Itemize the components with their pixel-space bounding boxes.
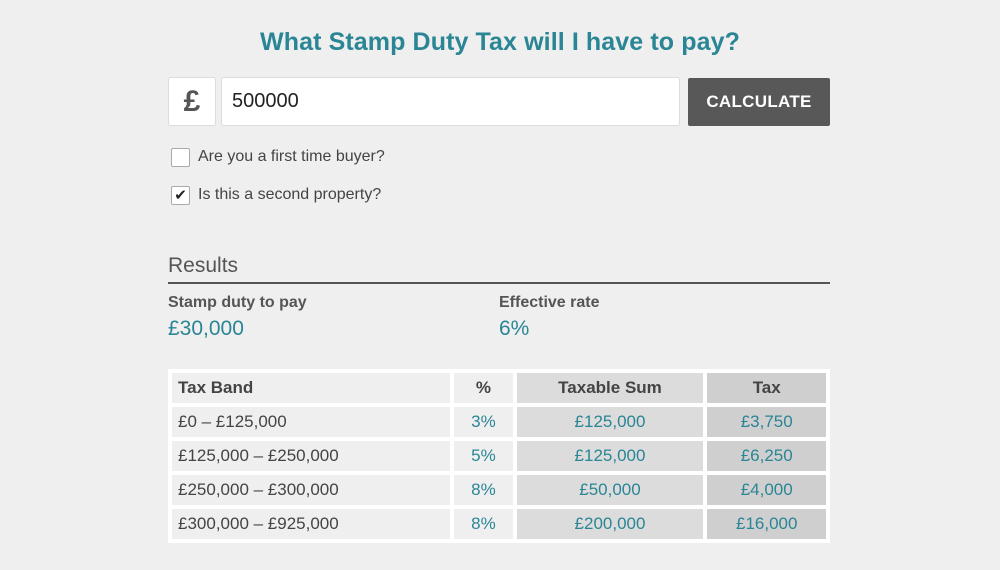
band-cell: £0 – £125,000 bbox=[172, 407, 451, 437]
taxable-sum-cell: £125,000 bbox=[516, 441, 704, 471]
header-tax: Tax bbox=[707, 373, 826, 403]
rate-cell: 8% bbox=[454, 509, 513, 539]
table-row: £0 – £125,000 3% £125,000 £3,750 bbox=[172, 407, 826, 437]
tax-cell: £4,000 bbox=[707, 475, 826, 505]
pound-icon: £ bbox=[168, 77, 216, 126]
effective-rate-value: 6% bbox=[499, 317, 530, 340]
page-title: What Stamp Duty Tax will I have to pay? bbox=[260, 28, 740, 56]
first-time-buyer-label: Are you a first time buyer? bbox=[198, 148, 385, 165]
second-property-checkbox[interactable]: ✔ bbox=[171, 185, 190, 205]
table-row: £250,000 – £300,000 8% £50,000 £4,000 bbox=[172, 475, 826, 505]
taxable-sum-cell: £125,000 bbox=[516, 407, 704, 437]
header-taxable-sum: Taxable Sum bbox=[516, 373, 704, 403]
second-property-option[interactable]: ✔ Is this a second property? bbox=[171, 185, 381, 205]
table-row: £125,000 – £250,000 5% £125,000 £6,250 bbox=[172, 441, 826, 471]
tax-cell: £16,000 bbox=[707, 509, 826, 539]
rate-cell: 8% bbox=[454, 475, 513, 505]
effective-rate-label: Effective rate bbox=[499, 294, 600, 311]
second-property-label: Is this a second property? bbox=[198, 186, 382, 203]
band-cell: £250,000 – £300,000 bbox=[172, 475, 451, 505]
header-tax-band: Tax Band bbox=[172, 373, 451, 403]
taxable-sum-cell: £200,000 bbox=[516, 509, 704, 539]
taxable-sum-cell: £50,000 bbox=[516, 475, 704, 505]
stamp-duty-label: Stamp duty to pay bbox=[168, 294, 307, 311]
results-heading: Results bbox=[168, 254, 830, 284]
first-time-buyer-checkbox[interactable] bbox=[171, 147, 190, 167]
band-cell: £125,000 – £250,000 bbox=[172, 441, 451, 471]
tax-cell: £6,250 bbox=[707, 441, 826, 471]
table-header-row: Tax Band % Taxable Sum Tax bbox=[172, 373, 826, 403]
first-time-buyer-option[interactable]: Are you a first time buyer? bbox=[171, 147, 385, 167]
stamp-duty-value: £30,000 bbox=[168, 317, 244, 340]
header-percent: % bbox=[454, 373, 513, 403]
band-cell: £300,000 – £925,000 bbox=[172, 509, 451, 539]
property-price-input[interactable] bbox=[221, 77, 680, 126]
table-row: £300,000 – £925,000 8% £200,000 £16,000 bbox=[172, 509, 826, 539]
rate-cell: 5% bbox=[454, 441, 513, 471]
tax-cell: £3,750 bbox=[707, 407, 826, 437]
tax-band-table: Tax Band % Taxable Sum Tax £0 – £125,000… bbox=[168, 369, 830, 543]
rate-cell: 3% bbox=[454, 407, 513, 437]
calculate-button[interactable]: CALCULATE bbox=[688, 78, 830, 126]
